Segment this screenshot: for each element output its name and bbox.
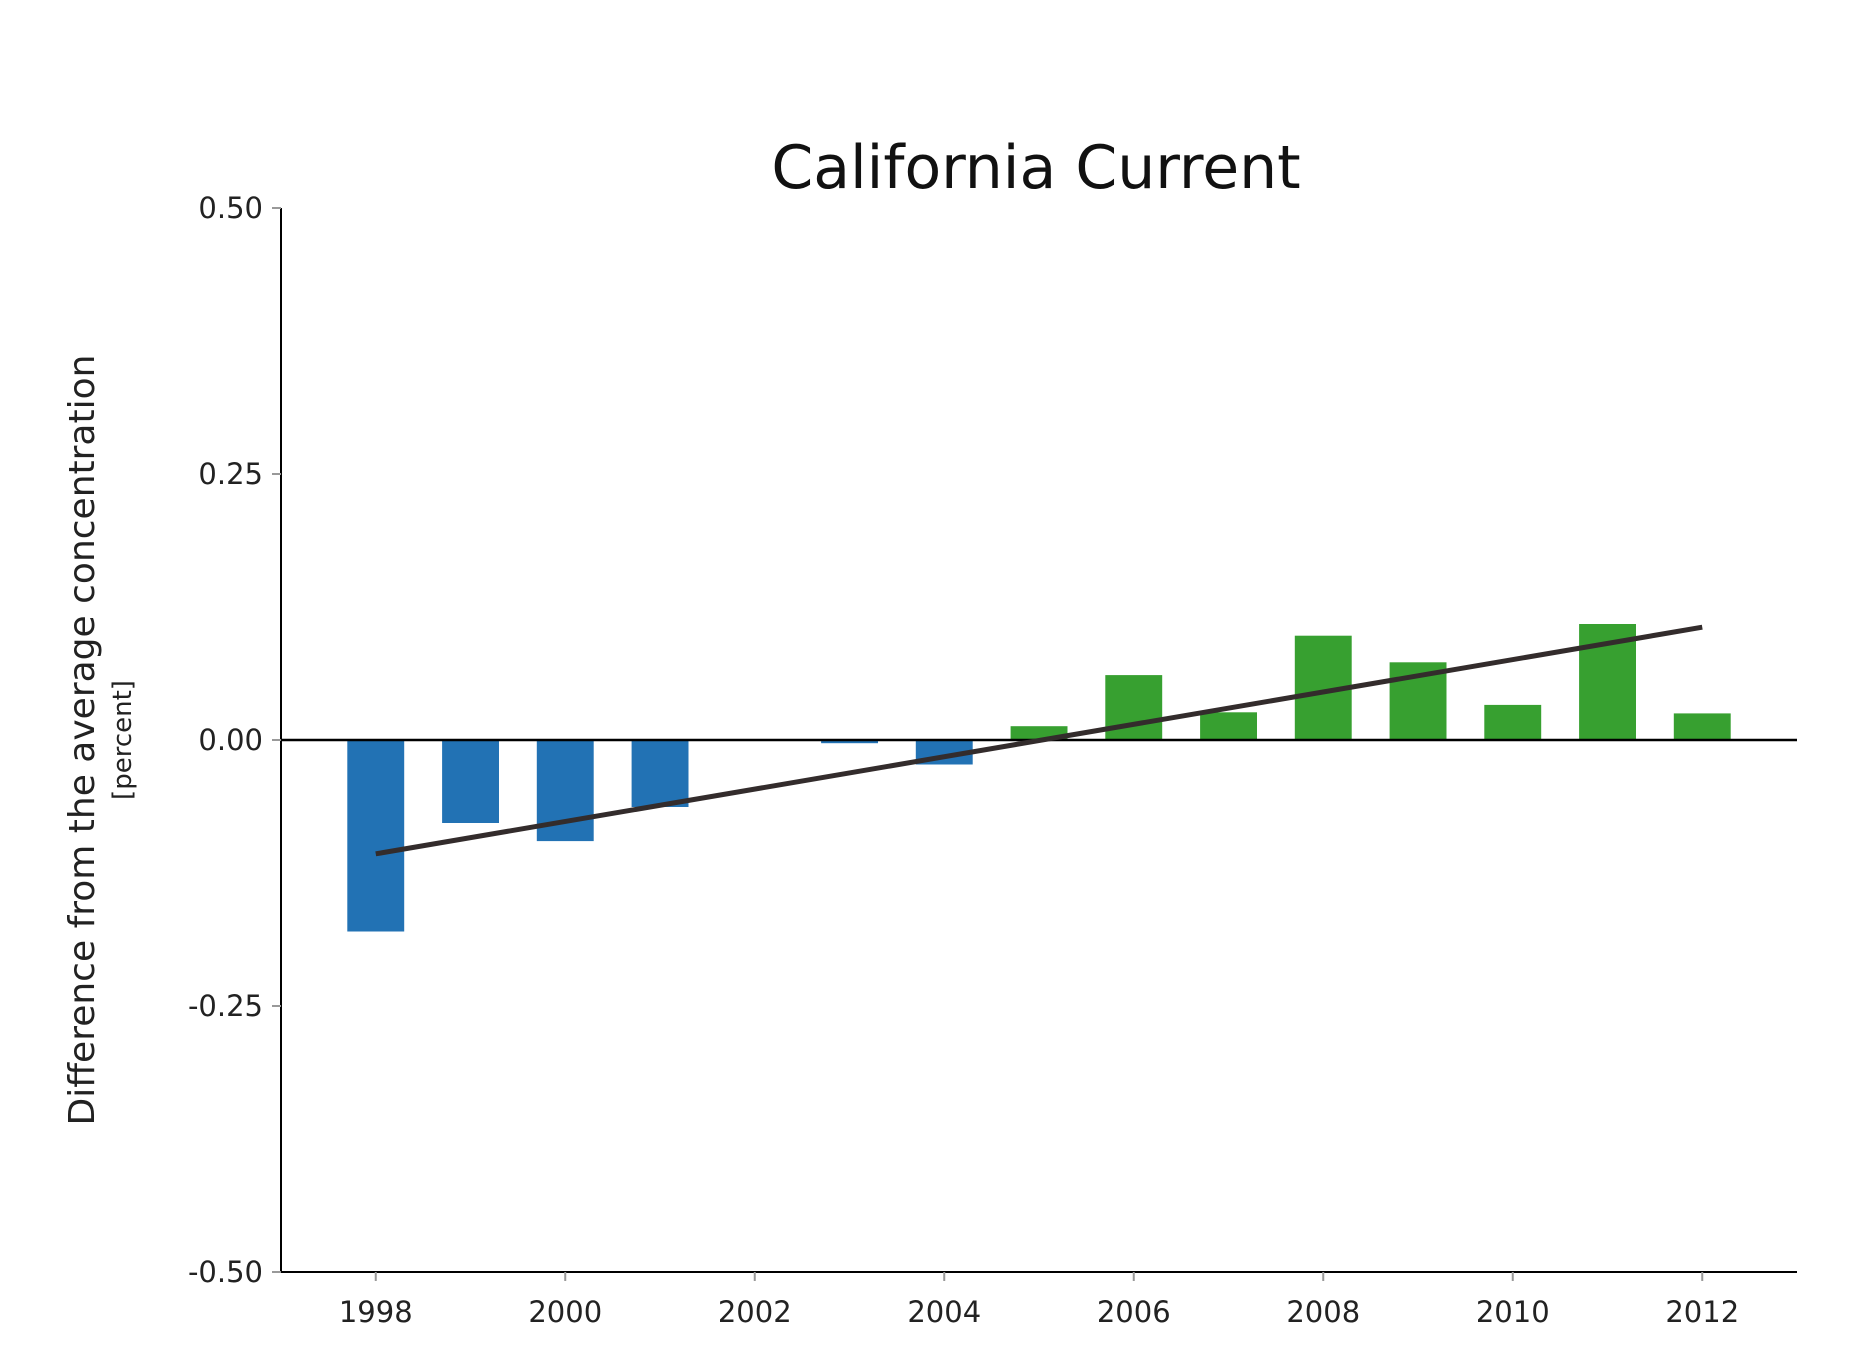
trend-line (375, 624, 1703, 857)
y-axis-unit: [percent] (108, 680, 138, 800)
x-tick-label-2000: 2000 (528, 1295, 602, 1329)
x-tick-label-2010: 2010 (1476, 1295, 1550, 1329)
y-axis-unit-group: [percent] (108, 680, 138, 800)
bar-2001 (631, 740, 689, 807)
bar-2003 (821, 740, 878, 744)
y-tick-label-1: 0.25 (198, 457, 263, 491)
chart-title: California Current (771, 133, 1300, 203)
y-tick-label-4: -0.50 (188, 1255, 263, 1289)
y-axis-label-group: Difference from the average concentratio… (62, 355, 103, 1126)
x-tick-label-2012: 2012 (1665, 1295, 1739, 1329)
bar-2007 (1200, 712, 1257, 740)
trend-group (375, 624, 1703, 857)
bars-group (347, 624, 1731, 932)
y-tick-label-3: -0.25 (188, 989, 263, 1023)
bar-2010 (1484, 704, 1542, 740)
y-tick-label-0: 0.50 (198, 191, 263, 225)
bar-2012 (1673, 713, 1731, 740)
x-tick-label-2008: 2008 (1286, 1295, 1360, 1329)
x-tick-label-2002: 2002 (718, 1295, 792, 1329)
y-tick-label-2: 0.00 (198, 723, 263, 757)
bar-1999 (442, 740, 499, 823)
x-tick-label-1998: 1998 (339, 1295, 413, 1329)
x-tick-label-2006: 2006 (1097, 1295, 1171, 1329)
y-axis-label: Difference from the average concentratio… (62, 355, 103, 1126)
ticks-group: 0.50 0.25 0.00 -0.25 -0.50 1998 2000 2002 2004 20… (188, 191, 1739, 1329)
x-tick-label-2004: 2004 (907, 1295, 981, 1329)
bar-1998 (347, 740, 405, 932)
